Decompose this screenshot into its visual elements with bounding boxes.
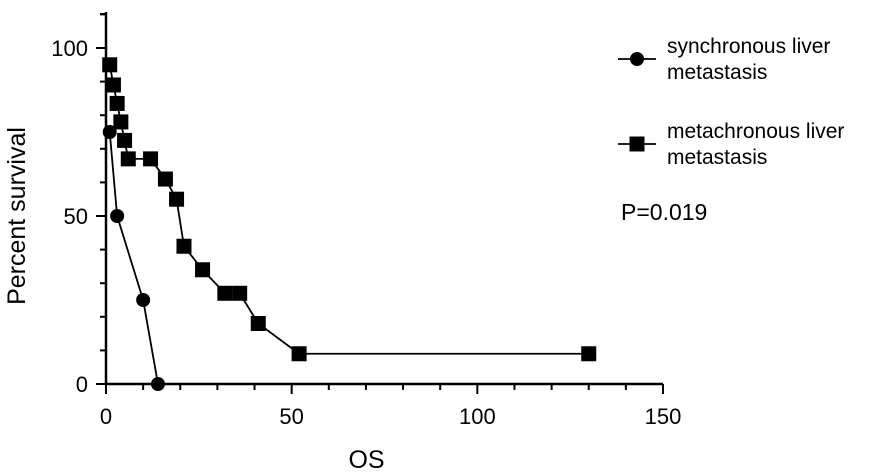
data-point: [109, 95, 125, 111]
data-point: [102, 57, 118, 73]
data-point: [113, 114, 129, 130]
data-point: [581, 346, 597, 362]
legend-item: metachronous liver metastasis: [618, 120, 844, 169]
legend-label: metastasis: [667, 146, 767, 169]
data-point: [169, 191, 185, 207]
legend-item: synchronous liver metastasis: [618, 35, 830, 84]
legend-marker: [630, 52, 644, 66]
data-point: [250, 316, 266, 332]
p-value-annotation: P=0.019: [621, 199, 707, 225]
x-axis-title: OS: [348, 446, 384, 472]
data-point: [217, 285, 233, 301]
series-layer: [102, 57, 597, 391]
x-tick-label: 100: [459, 404, 496, 429]
data-point: [150, 377, 165, 391]
data-point: [105, 77, 121, 93]
data-point: [120, 151, 136, 167]
legend-label: metastasis: [667, 61, 767, 84]
series-1: [102, 125, 165, 391]
axes: 0 50 100 0 50 100 150: [51, 12, 681, 429]
series-line: [108, 131, 159, 385]
data-point: [195, 262, 211, 278]
x-tick-label: 150: [645, 404, 682, 429]
data-point: [102, 125, 117, 139]
data-point: [136, 293, 151, 307]
legend: synchronous livermetastasismetachronous …: [618, 35, 844, 169]
y-tick-label: 0: [76, 372, 88, 397]
x-tick-label: 0: [100, 404, 112, 429]
data-point: [143, 151, 159, 167]
legend-label: synchronous liver: [667, 35, 830, 58]
y-axis-title: Percent survival: [3, 127, 31, 305]
data-point: [176, 238, 192, 254]
legend-label: metachronous liver: [667, 120, 844, 143]
series-line: [108, 64, 589, 355]
data-point: [157, 171, 173, 187]
data-point: [232, 285, 248, 301]
x-tick-label: 50: [279, 404, 303, 429]
y-tick-label: 50: [64, 204, 88, 229]
y-tick-label: 100: [51, 36, 88, 61]
series-2: [102, 57, 597, 362]
data-point: [291, 346, 307, 362]
data-point: [110, 209, 125, 223]
data-point: [117, 132, 133, 148]
legend-marker: [629, 136, 645, 152]
